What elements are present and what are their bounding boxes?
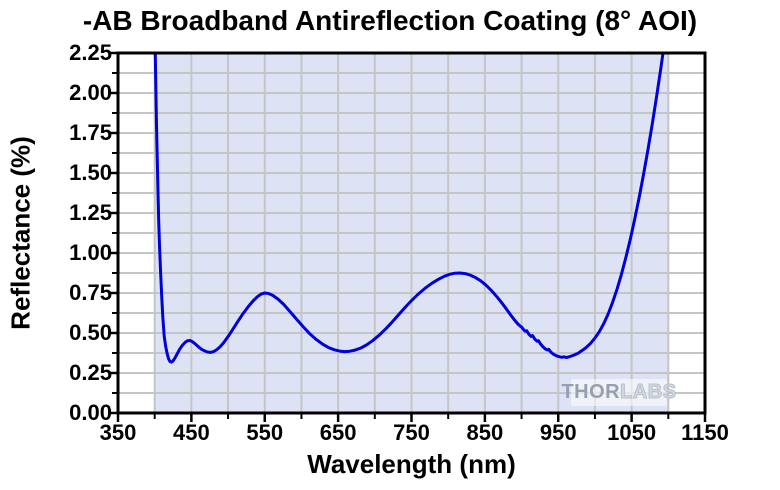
chart-title: -AB Broadband Antireflection Coating (8°… (82, 5, 698, 36)
x-tick-label: 550 (246, 420, 284, 445)
y-tick-label: 1.50 (69, 160, 112, 185)
x-tick-label: 750 (393, 420, 430, 445)
watermark-text-thor: THOR (561, 381, 621, 403)
y-tick-label: 0.25 (69, 360, 112, 385)
x-tick-label: 1050 (607, 420, 657, 445)
y-tick-label: 2.25 (69, 40, 112, 65)
x-tick-label: 850 (466, 420, 504, 445)
y-tick-label: 0.00 (69, 400, 112, 425)
x-tick-label: 1150 (681, 420, 729, 445)
y-tick-label: 0.75 (69, 280, 112, 305)
reflectance-curve (153, 53, 665, 364)
y-tick-label: 1.25 (69, 200, 112, 225)
x-tick-label: 950 (539, 420, 577, 445)
thorlabs-watermark: THOR LABS (561, 379, 677, 406)
x-tick-label: 450 (173, 420, 210, 445)
x-axis-title: Wavelength (nm) (307, 449, 516, 479)
y-tick-label: 1.00 (69, 240, 112, 265)
watermark-text-labs: LABS (620, 381, 677, 404)
y-tick-label: 2.00 (69, 80, 112, 105)
y-tick-label: 1.75 (69, 120, 112, 145)
x-tick-label: 650 (319, 420, 357, 445)
plot-border (116, 51, 707, 415)
y-tick-label: 0.50 (69, 320, 112, 345)
x-tick-label: 350 (99, 420, 137, 445)
